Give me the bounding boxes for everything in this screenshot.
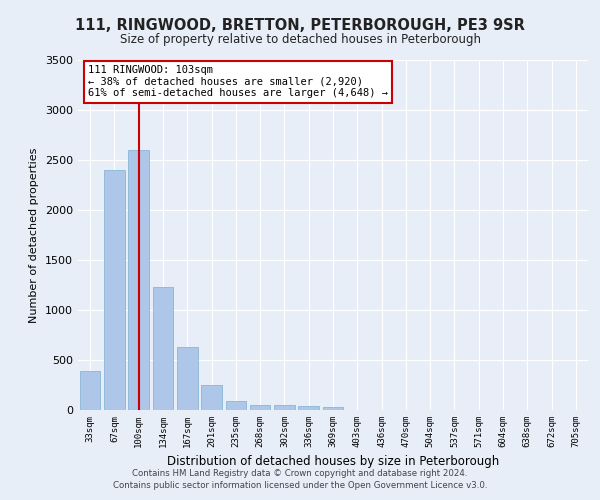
Bar — [177, 347, 197, 410]
Bar — [323, 406, 343, 410]
Y-axis label: Number of detached properties: Number of detached properties — [29, 148, 40, 322]
Text: 111, RINGWOOD, BRETTON, PETERBOROUGH, PE3 9SR: 111, RINGWOOD, BRETTON, PETERBOROUGH, PE… — [75, 18, 525, 32]
Bar — [226, 401, 246, 410]
Bar — [152, 287, 173, 410]
Bar — [80, 371, 100, 410]
Text: Contains HM Land Registry data © Crown copyright and database right 2024.
Contai: Contains HM Land Registry data © Crown c… — [113, 468, 487, 490]
Bar — [201, 385, 222, 410]
Bar — [128, 150, 149, 410]
Text: 111 RINGWOOD: 103sqm
← 38% of detached houses are smaller (2,920)
61% of semi-de: 111 RINGWOOD: 103sqm ← 38% of detached h… — [88, 66, 388, 98]
X-axis label: Distribution of detached houses by size in Peterborough: Distribution of detached houses by size … — [167, 456, 499, 468]
Bar — [274, 405, 295, 410]
Bar — [104, 170, 125, 410]
Bar — [298, 406, 319, 410]
Text: Size of property relative to detached houses in Peterborough: Size of property relative to detached ho… — [119, 32, 481, 46]
Bar — [250, 404, 271, 410]
